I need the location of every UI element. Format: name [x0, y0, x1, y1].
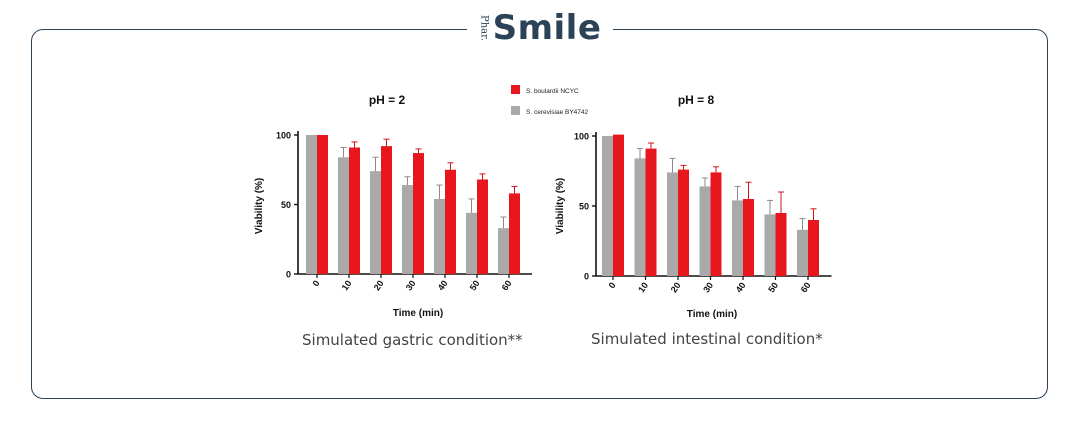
bar: [477, 179, 488, 274]
y-tick-label: 0: [286, 270, 291, 280]
chart-panel-ph8: pH = 8 Viability (%) Time (min) 0 50 100 0 1…: [555, 93, 832, 320]
bar: [667, 172, 678, 276]
bar: [434, 198, 445, 274]
chart-caption-intestinal: Simulated intestinal condition*: [591, 330, 823, 348]
bar: [445, 169, 456, 274]
bar: [602, 136, 613, 276]
legend-label-boulardii: S. boulardii NCYC: [526, 88, 579, 95]
bar: [613, 134, 624, 276]
chart-panel-ph2: pH = 2 Viability (%) Time (min) 0 50 100 0 1…: [254, 93, 532, 319]
bar: [349, 147, 360, 274]
bar: [764, 214, 776, 276]
bar: [466, 212, 477, 274]
x-tick-label: 0: [607, 280, 618, 290]
legend-swatch-boulardii: [511, 85, 520, 94]
bar: [306, 135, 317, 274]
bar: [413, 153, 424, 274]
y-tick-label: 100: [276, 131, 291, 141]
bar: [732, 200, 743, 276]
y-axis-label: Viability (%): [555, 178, 566, 235]
bar: [498, 228, 509, 274]
x-tick-label: 60: [500, 278, 514, 292]
chart-title: pH = 8: [678, 93, 715, 107]
brand-prefix: Phar.: [478, 15, 490, 41]
y-axis-label: Viability (%): [254, 178, 265, 235]
legend: S. boulardii NCYC S. cerevisiae BY4742: [511, 85, 589, 116]
x-tick-label: 20: [372, 278, 386, 292]
bar: [402, 185, 413, 274]
y-tick-label: 50: [281, 200, 291, 210]
x-tick-label: 50: [766, 280, 780, 294]
bar: [743, 199, 754, 276]
bar: [317, 135, 328, 274]
bar: [370, 171, 381, 274]
x-tick-label: 50: [468, 278, 482, 292]
bar: [645, 148, 657, 276]
bar: [710, 172, 722, 276]
x-tick-label: 20: [669, 280, 683, 294]
legend-label-cerevisiae: S. cerevisiae BY4742: [526, 109, 589, 116]
x-tick-label: 30: [701, 280, 715, 294]
x-tick-label: 0: [311, 278, 322, 288]
y-tick-label: 0: [584, 272, 589, 282]
brand-name: Smile: [492, 8, 602, 48]
x-axis-label: Time (min): [393, 308, 443, 319]
x-tick-label: 30: [404, 278, 418, 292]
x-tick-label: 40: [734, 280, 748, 294]
bar: [699, 186, 711, 276]
y-tick-label: 50: [579, 202, 589, 212]
chart-title: pH = 2: [369, 93, 406, 107]
bar: [678, 169, 689, 276]
legend-swatch-cerevisiae: [511, 106, 520, 115]
bar: [797, 229, 808, 276]
x-tick-label: 10: [340, 278, 354, 292]
viability-charts-svg: S. boulardii NCYC S. cerevisiae BY4742 p…: [254, 85, 832, 320]
bar: [381, 146, 392, 274]
brand-logo: Phar. Smile: [467, 8, 613, 48]
viability-figure: S. boulardii NCYC S. cerevisiae BY4742 p…: [240, 78, 840, 363]
x-axis-label: Time (min): [687, 309, 737, 320]
x-tick-label: 40: [436, 278, 450, 292]
bar: [509, 193, 520, 274]
chart-caption-gastric: Simulated gastric condition**: [302, 331, 523, 349]
bar: [775, 213, 787, 276]
bar: [634, 158, 646, 276]
y-tick-label: 100: [574, 132, 589, 142]
x-tick-label: 10: [636, 280, 650, 294]
bar: [338, 157, 349, 274]
x-tick-label: 60: [799, 280, 813, 294]
bar: [808, 220, 819, 276]
